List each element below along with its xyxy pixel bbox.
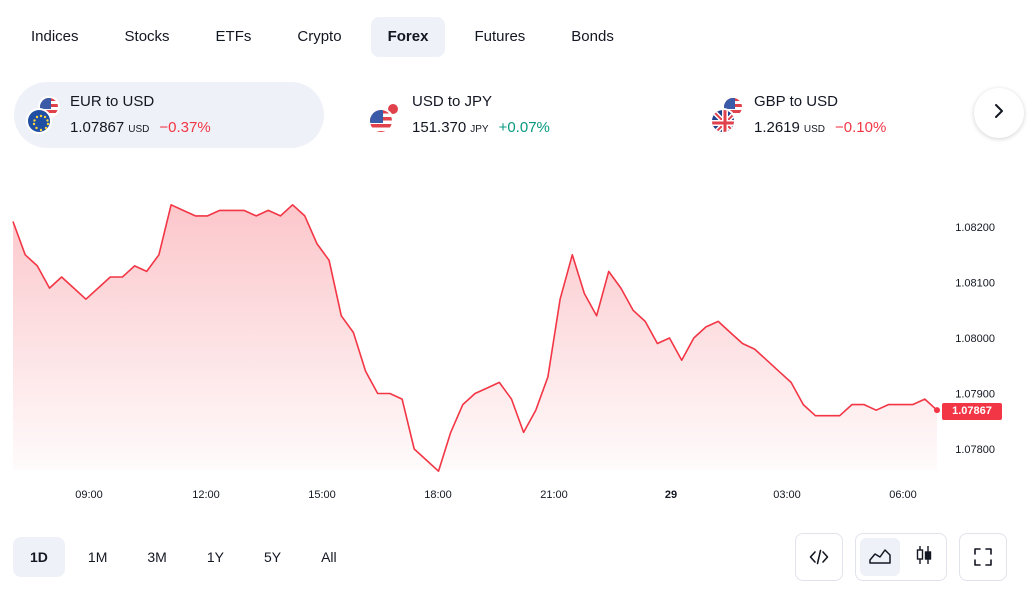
range-selector: 1D 1M 3M 1Y 5Y All: [13, 537, 360, 577]
ticker-price: 1.2619: [754, 119, 800, 136]
candlestick-icon: [915, 545, 933, 570]
ticker-currency: USD: [803, 124, 826, 135]
last-price-dot: [934, 407, 940, 414]
price-line: [12, 204, 938, 472]
ticker-eurusd[interactable]: EUR to USD 1.07867 USD −0.37%: [14, 82, 324, 148]
x-tick-label: 29: [665, 489, 677, 501]
ticker-name: EUR to USD: [70, 93, 155, 110]
ticker-quote: 151.370 JPY +0.07%: [412, 119, 550, 136]
y-axis: 1.08200 1.08100 1.08000 1.07900 1.07800: [955, 222, 995, 456]
ticker-usdjpy[interactable]: USD to JPY 151.370 JPY +0.07%: [356, 82, 666, 148]
y-tick-label: 1.07800: [955, 444, 995, 456]
area-chart-icon: [869, 546, 891, 569]
ticker-name: GBP to USD: [754, 93, 838, 110]
area-chart-button[interactable]: [860, 538, 900, 576]
x-tick-label: 06:00: [889, 489, 917, 501]
tab-futures[interactable]: Futures: [474, 28, 526, 45]
tab-etfs[interactable]: ETFs: [215, 28, 252, 45]
ticker-price: 151.370: [412, 119, 467, 136]
range-all[interactable]: All: [321, 549, 337, 565]
embed-button[interactable]: [795, 533, 843, 581]
ticker-currency: JPY: [470, 124, 489, 135]
range-1d[interactable]: 1D: [13, 537, 65, 577]
ticker-price: 1.07867: [70, 119, 125, 136]
price-area-fill: [13, 204, 937, 472]
y-tick-label: 1.08100: [955, 278, 995, 290]
currency-flags: [26, 96, 62, 134]
x-tick-label: 03:00: [773, 489, 801, 501]
fullscreen-button[interactable]: [959, 533, 1007, 581]
next-tickers-button[interactable]: [974, 88, 1024, 138]
ticker-quote: 1.2619 USD −0.10%: [754, 119, 886, 136]
range-1m[interactable]: 1M: [87, 549, 108, 565]
last-price-label: 1.07867: [942, 403, 1002, 420]
y-tick-label: 1.08000: [955, 333, 995, 345]
market-tabs: Indices Stocks ETFs Crypto Forex Futures…: [14, 17, 643, 57]
x-tick-label: 21:00: [540, 489, 568, 501]
tab-indices[interactable]: Indices: [31, 28, 79, 45]
price-chart[interactable]: 1.08200 1.08100 1.08000 1.07900 1.07800 09:0…: [0, 160, 1028, 510]
candlestick-button[interactable]: [904, 538, 944, 576]
uk-flag-icon: [710, 108, 736, 134]
code-icon: [799, 538, 839, 576]
ticker-quote: 1.07867 USD −0.37%: [70, 119, 211, 136]
tab-forex[interactable]: Forex: [370, 17, 446, 57]
currency-flags: [710, 96, 746, 134]
ticker-change: −0.37%: [159, 119, 211, 136]
ticker-change: −0.10%: [835, 119, 887, 136]
tab-crypto[interactable]: Crypto: [297, 28, 342, 45]
ticker-currency: USD: [128, 124, 150, 135]
chevron-right-icon: [991, 103, 1007, 124]
x-tick-label: 15:00: [308, 489, 336, 501]
eu-flag-icon: [26, 108, 52, 134]
x-tick-label: 09:00: [75, 489, 103, 501]
ticker-name: USD to JPY: [412, 93, 493, 110]
x-axis: 09:00 12:00 15:00 18:00 21:00 29 03:00 06:00: [75, 489, 917, 501]
ticker-carousel: EUR to USD 1.07867 USD −0.37% USD to JPY 1…: [14, 82, 1024, 148]
ticker-gbpusd[interactable]: GBP to USD 1.2619 USD −0.10%: [698, 82, 1008, 148]
x-tick-label: 18:00: [424, 489, 452, 501]
tab-bonds[interactable]: Bonds: [571, 28, 614, 45]
range-1y[interactable]: 1Y: [206, 549, 224, 565]
currency-flags: [368, 96, 404, 134]
y-tick-label: 1.07900: [955, 389, 995, 401]
ticker-change: +0.07%: [498, 119, 550, 136]
range-5y[interactable]: 5Y: [263, 549, 282, 565]
chart-type-switch: [855, 533, 947, 581]
x-tick-label: 12:00: [192, 489, 220, 501]
fullscreen-icon: [963, 538, 1003, 576]
tab-stocks[interactable]: Stocks: [124, 28, 170, 45]
y-tick-label: 1.08200: [955, 222, 995, 234]
us-flag-icon: [368, 108, 394, 134]
range-3m[interactable]: 3M: [147, 549, 167, 565]
